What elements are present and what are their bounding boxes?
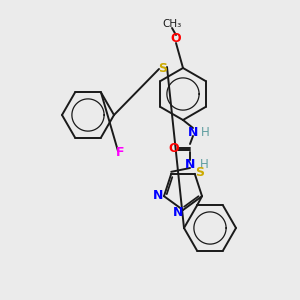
Text: S: S [158, 62, 167, 76]
Text: N: N [153, 189, 163, 202]
Text: O: O [169, 142, 179, 154]
Text: N: N [188, 125, 198, 139]
Text: O: O [171, 32, 181, 46]
Text: S: S [195, 166, 204, 179]
Text: CH₃: CH₃ [162, 19, 182, 29]
Text: N: N [185, 158, 195, 170]
Text: H: H [201, 125, 209, 139]
Text: F: F [116, 146, 124, 160]
Text: H: H [200, 158, 208, 170]
Text: N: N [173, 206, 183, 218]
